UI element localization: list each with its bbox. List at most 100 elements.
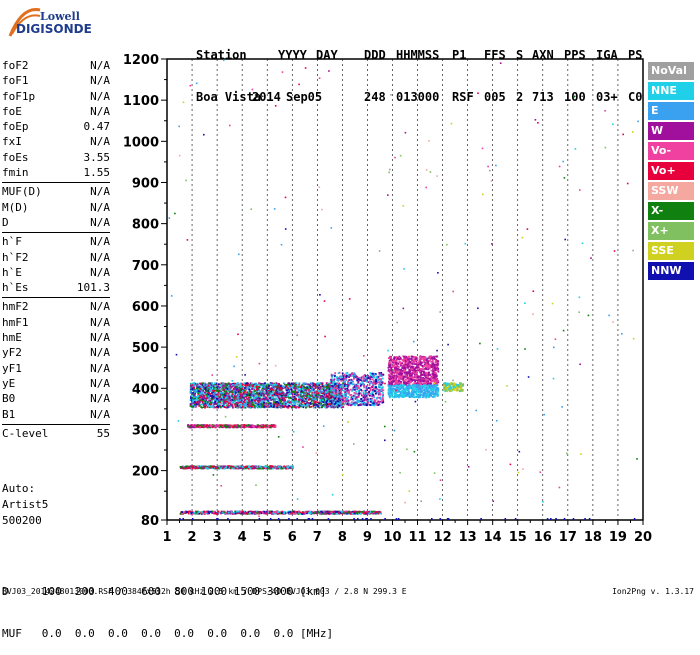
es-trace-point <box>327 511 329 513</box>
es-2hop-point <box>239 465 241 467</box>
es-2hop-point <box>225 467 227 469</box>
f-spread-point <box>310 406 312 408</box>
f-spread-point <box>304 393 306 395</box>
f-spread-point <box>206 394 208 396</box>
f-spread-point <box>309 386 311 388</box>
f-spread-point <box>250 403 252 405</box>
f-spread-point <box>197 396 199 398</box>
f-spread-point <box>272 386 274 388</box>
y-tick-label: 1200 <box>123 53 159 68</box>
f-spread-point <box>264 406 266 408</box>
f-spread-point <box>275 390 277 392</box>
es-3hop-point <box>197 426 199 428</box>
f-spread-point <box>235 396 237 398</box>
f-spread-point <box>244 394 246 396</box>
f-spread-point <box>319 392 321 394</box>
f-spread-point <box>243 397 245 399</box>
f-spread-point <box>217 394 219 396</box>
f-spread-point <box>258 384 260 386</box>
f-spread-point <box>192 406 194 408</box>
f-spread-point <box>194 405 196 407</box>
f-spread-point <box>257 387 259 389</box>
f-spread-point <box>325 396 327 398</box>
f-spread-point <box>382 378 384 380</box>
f-spread-point <box>261 398 263 400</box>
f-spread-point <box>325 384 327 386</box>
f-spread-point <box>285 394 287 396</box>
f-spread-point <box>216 403 218 405</box>
es-trace-point <box>309 511 311 513</box>
f-spread-point <box>197 385 199 387</box>
es-2hop-point <box>246 466 248 468</box>
es-2hop-point <box>184 468 186 470</box>
f-spread-point <box>200 396 202 398</box>
f-spread-point <box>309 406 311 408</box>
x-tick-label: 16 <box>534 530 552 545</box>
es-trace-point <box>276 512 278 514</box>
f-spread-point <box>269 400 271 402</box>
es-3hop-point <box>187 424 189 426</box>
f-spread-point <box>213 396 215 398</box>
es-trace-point <box>336 511 338 513</box>
es-trace-point <box>306 511 308 513</box>
es-trace-point <box>253 512 255 514</box>
f-spread-point <box>325 389 327 391</box>
es-trace-point <box>249 512 251 514</box>
f-spread-point <box>334 372 336 374</box>
f-spread-point <box>215 385 217 387</box>
f-spread-point <box>261 404 263 406</box>
f-spread-point <box>193 393 195 395</box>
f-spread-point <box>219 406 221 408</box>
f-spread-point <box>238 397 240 399</box>
f-spread-point <box>319 388 321 390</box>
y-tick-label: 1000 <box>123 135 159 150</box>
f-spread-point <box>369 384 371 386</box>
es-2hop-point <box>275 467 277 469</box>
f-spread-point <box>212 406 214 408</box>
f-spread-point <box>249 389 251 391</box>
f-spread-point <box>320 396 322 398</box>
f-spread-point <box>267 398 269 400</box>
es-trace-point <box>379 513 381 515</box>
f-spread-point <box>239 400 241 402</box>
f-spread-point <box>251 388 253 390</box>
f-spread-point <box>249 394 251 396</box>
es-trace-point <box>203 511 205 513</box>
f-spread-point <box>255 395 257 397</box>
f-spread-point <box>222 405 224 407</box>
f-spread-point <box>278 397 280 399</box>
es-trace-point <box>333 513 335 515</box>
es-trace-point <box>230 512 232 514</box>
f-spread-point <box>280 393 282 395</box>
x-tick-label: 8 <box>338 530 347 545</box>
es-trace-point <box>277 511 279 513</box>
f-spread-point <box>244 391 246 393</box>
f-spread-point <box>271 395 273 397</box>
x-tick-label: 10 <box>383 530 401 545</box>
f-spread-point <box>305 407 307 409</box>
f-spread-point <box>306 401 308 403</box>
f-spread-point <box>266 385 268 387</box>
es-2hop-point <box>236 467 238 469</box>
f-spread-point <box>195 390 197 392</box>
es-3hop-point <box>202 425 204 427</box>
x-tick-label: 5 <box>263 530 272 545</box>
f-spread-point <box>275 386 277 388</box>
f-spread-point <box>235 386 237 388</box>
f-spread-point <box>223 403 225 405</box>
f-spread-point <box>278 406 280 408</box>
f-spread-point <box>306 387 308 389</box>
f-spread-point <box>206 384 208 386</box>
es-3hop-point <box>191 426 193 428</box>
es-3hop-point <box>206 424 208 426</box>
es-3hop-point <box>248 424 250 426</box>
f-spread-point <box>214 399 216 401</box>
x-tick-label: 18 <box>584 530 602 545</box>
f-spread-point <box>251 402 253 404</box>
f-spread-point <box>216 389 218 391</box>
f-spread-point <box>276 399 278 401</box>
f-spread-point <box>280 404 282 406</box>
f-spread-point <box>244 384 246 386</box>
f-spread-point <box>225 397 227 399</box>
f-spread-point <box>270 389 272 391</box>
